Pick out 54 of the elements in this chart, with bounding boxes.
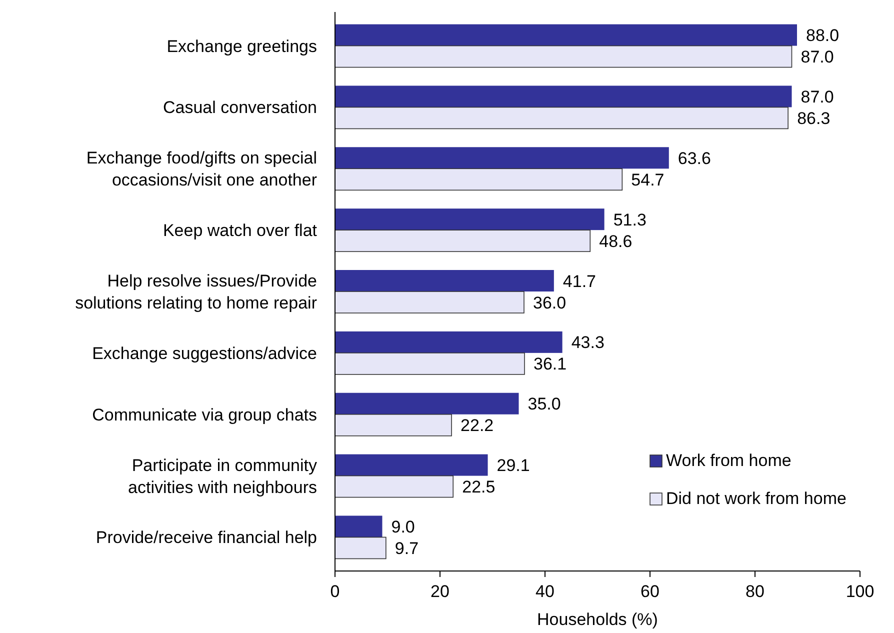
- text: 63.6: [678, 148, 711, 168]
- text: 87.0: [800, 87, 834, 106]
- y-tick-label: Exchange food/gifts on special occasions/visit one another: [86, 148, 318, 190]
- y-tick-label: Participate in community activities with neighbours: [128, 456, 318, 497]
- text: 36.1: [534, 354, 567, 374]
- text: 48.6: [599, 232, 632, 251]
- text: 88.0: [806, 26, 840, 46]
- y-tick-label: Communicate via group chats: [92, 405, 317, 424]
- text: 86.3: [797, 108, 830, 128]
- bar: [334, 291, 524, 314]
- bar: [335, 86, 792, 108]
- x-tick-label: 60: [640, 582, 660, 601]
- text: 22.5: [462, 478, 496, 497]
- bar: [334, 414, 452, 436]
- bar: [334, 352, 525, 375]
- y-tick-label: Provide/receive financial help: [96, 528, 317, 548]
- y-tick-label: Help resolve issues/Provide solutions relating to home repair: [75, 272, 318, 312]
- text: 29.1: [496, 456, 530, 476]
- text: 54.7: [631, 170, 664, 190]
- bar: [334, 230, 591, 252]
- y-tick-label: Exchange suggestions/advice: [92, 344, 317, 363]
- bar: [335, 270, 554, 292]
- text: 35.0: [528, 394, 561, 414]
- x-axis-title: Households (%): [537, 610, 658, 629]
- y-tick-label: Casual conversation: [162, 98, 317, 118]
- bar: [335, 147, 669, 169]
- bar: [335, 208, 604, 230]
- bar: [334, 475, 454, 498]
- bar: [334, 168, 623, 191]
- text: 22.2: [460, 416, 494, 436]
- text: 43.3: [571, 333, 604, 352]
- y-tick-label: Exchange greetings: [166, 36, 317, 56]
- text: 9.0: [391, 517, 415, 536]
- bar: [335, 392, 519, 414]
- x-tick-label: 100: [846, 582, 874, 601]
- x-tick-label: 80: [746, 582, 764, 601]
- y-tick-label: Keep watch over flat: [162, 221, 318, 240]
- text: 51.3: [613, 210, 646, 230]
- bar: [334, 45, 792, 68]
- text: 41.7: [562, 272, 596, 291]
- x-tick-label: 20: [430, 582, 450, 601]
- text: 87.0: [800, 48, 834, 67]
- text: 36.0: [533, 293, 566, 312]
- text: 9.7: [394, 538, 419, 558]
- bar: [335, 454, 488, 476]
- legend-label: Did not work from home: [666, 489, 846, 508]
- x-tick-label: 0: [330, 582, 340, 601]
- bar: [335, 24, 797, 46]
- bar: [335, 516, 382, 538]
- bar: [335, 331, 562, 353]
- x-tick-label: 40: [536, 582, 554, 601]
- bar: [334, 106, 788, 130]
- legend-label: Work from home: [666, 451, 792, 470]
- bar: [334, 536, 386, 560]
